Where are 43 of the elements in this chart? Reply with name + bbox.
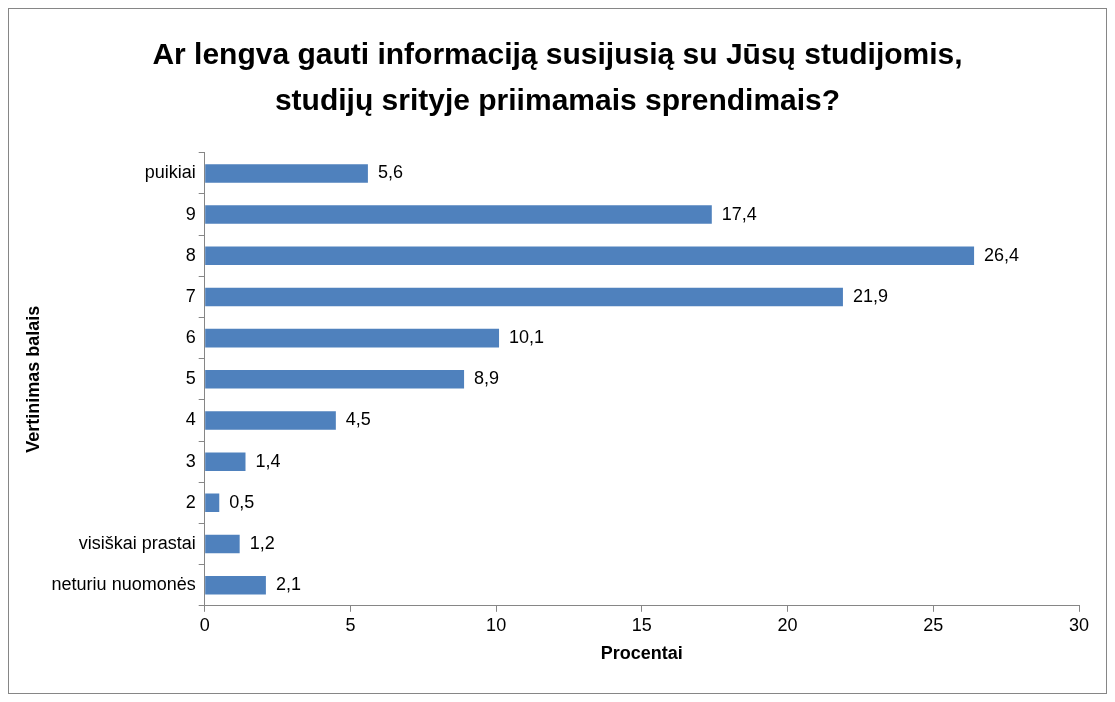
data-label: 0,5 [229,491,255,512]
bar [205,493,220,513]
bar [205,164,368,183]
data-label: 10,1 [509,327,545,348]
bar [205,205,712,224]
data-label: 5,6 [377,162,403,183]
bar [205,287,843,307]
bar [205,246,975,266]
bar [205,534,240,554]
x-tick-label: 30 [1068,614,1090,635]
data-label: 1,4 [255,450,281,471]
y-tick-label: 7 [185,285,196,306]
bar [205,370,465,389]
x-tick-label: 5 [345,614,356,635]
x-tick-label: 15 [631,614,652,635]
data-label: 26,4 [984,244,1020,265]
y-tick-label: 4 [185,409,196,430]
y-tick-label: 3 [185,450,196,471]
bar [205,575,266,595]
data-label: 21,9 [852,285,888,306]
y-tick-label: puikiai [144,162,196,183]
x-tick-label: 20 [777,614,798,635]
y-axis-title: Vertinimas balais [22,305,43,453]
x-tick-label: 0 [199,614,210,635]
data-label: 17,4 [721,203,757,224]
y-tick-label: neturiu nuomonės [51,574,196,595]
y-tick-label: 5 [185,368,196,389]
y-tick-label: 9 [185,203,196,224]
data-label: 2,1 [275,574,301,595]
y-tick-label: 8 [185,244,196,265]
y-tick-label: 2 [185,491,196,512]
data-label: 4,5 [345,409,371,430]
x-tick-label: 25 [923,614,944,635]
bar [205,328,500,348]
y-tick-label: visiškai prastai [78,533,196,553]
chart-title: Ar lengva gauti informaciją susijusią su Jūsų studijomis, studijų srityje priimamais sprendimais? [151,36,964,118]
data-label: 8,9 [474,368,500,389]
x-axis-title: Procentai [600,643,683,664]
data-label: 1,2 [249,533,275,553]
x-tick-label: 10 [486,614,507,635]
y-tick-label: 6 [185,327,196,348]
bar [205,411,336,430]
bar [205,452,246,471]
